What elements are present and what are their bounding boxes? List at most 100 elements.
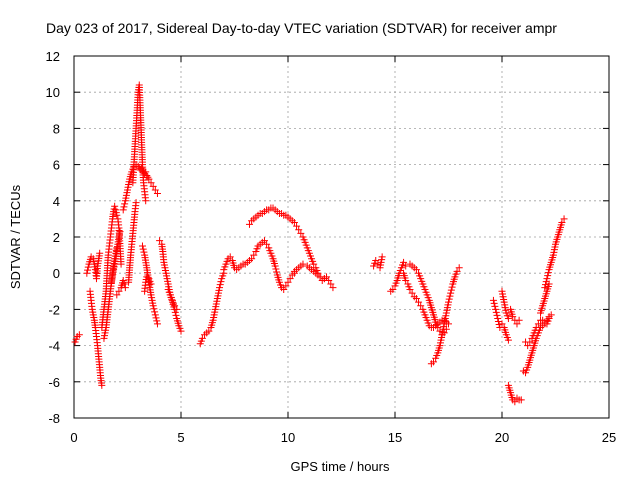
data-point xyxy=(98,381,106,389)
data-point xyxy=(494,314,502,322)
data-point xyxy=(534,320,542,328)
y-tick-label: 12 xyxy=(46,49,60,64)
data-point xyxy=(545,314,553,322)
data-point xyxy=(113,291,121,299)
data-point xyxy=(284,278,292,286)
data-point xyxy=(412,266,420,274)
y-tick-label: -2 xyxy=(48,302,60,317)
data-point xyxy=(156,237,164,245)
data-point xyxy=(325,276,333,284)
data-point xyxy=(151,311,159,319)
data-point xyxy=(490,299,498,307)
data-point xyxy=(511,398,519,406)
data-point xyxy=(149,182,157,190)
y-tick-label: -8 xyxy=(48,411,60,426)
data-point xyxy=(448,283,456,291)
data-point xyxy=(290,219,298,227)
y-axis: -8 -6 -4 -2 0 2 4 6 8 10 12 xyxy=(46,49,609,426)
data-point xyxy=(445,295,453,303)
data-point xyxy=(111,202,119,210)
data-point xyxy=(532,324,540,331)
data-point xyxy=(143,171,151,179)
data-point xyxy=(447,289,455,297)
y-axis-label: SDTVAR / TECUs xyxy=(8,184,23,289)
data-point xyxy=(492,308,500,316)
data-point xyxy=(263,240,271,248)
data-point xyxy=(205,327,213,335)
data-point xyxy=(504,314,512,322)
data-point xyxy=(447,286,455,294)
data-point xyxy=(134,162,142,170)
data-point xyxy=(453,267,461,275)
data-point xyxy=(286,275,294,283)
data-point xyxy=(149,302,157,310)
x-axis-label: GPS time / hours xyxy=(291,459,390,474)
data-point xyxy=(493,311,501,319)
data-point xyxy=(177,327,185,335)
data-point xyxy=(245,220,253,228)
data-point xyxy=(417,302,425,310)
data-point xyxy=(139,245,147,253)
data-point xyxy=(434,324,442,331)
data-point xyxy=(543,275,551,283)
data-point xyxy=(406,285,414,293)
data-point xyxy=(216,281,224,289)
data-point xyxy=(524,342,532,350)
data-point xyxy=(132,199,140,207)
data-point xyxy=(137,164,145,172)
data-point xyxy=(145,175,153,183)
data-point xyxy=(83,269,91,277)
data-point xyxy=(445,298,452,306)
data-point xyxy=(378,253,386,261)
data-point xyxy=(293,222,301,230)
data-point xyxy=(260,237,268,245)
y-tick-label: 2 xyxy=(53,230,60,245)
data-point xyxy=(280,285,288,293)
data-point xyxy=(138,242,146,250)
data-point xyxy=(172,311,180,319)
data-point xyxy=(142,197,150,205)
data-point xyxy=(402,276,410,284)
data-point xyxy=(297,229,305,237)
data-point xyxy=(171,302,179,310)
data-point xyxy=(491,302,499,310)
y-tick-label: -6 xyxy=(48,375,60,390)
y-tick-label: -4 xyxy=(48,339,60,354)
data-point xyxy=(515,316,523,324)
data-point xyxy=(121,284,129,292)
data-point xyxy=(151,308,159,316)
y-tick-label: 10 xyxy=(46,85,60,100)
data-point xyxy=(216,284,224,292)
data-point xyxy=(272,265,280,273)
data-point xyxy=(153,190,161,198)
data-point xyxy=(151,186,159,194)
data-point xyxy=(494,317,502,325)
data-point xyxy=(498,320,506,328)
y-tick-label: 8 xyxy=(53,121,60,136)
data-point xyxy=(558,219,566,227)
data-point xyxy=(147,179,155,187)
data-point xyxy=(84,266,92,274)
data-point xyxy=(299,260,307,268)
data-point xyxy=(560,215,568,223)
data-point xyxy=(117,260,125,268)
data-point xyxy=(455,264,463,272)
data-point xyxy=(226,253,234,261)
grid-lines xyxy=(74,56,609,418)
data-point xyxy=(75,331,83,339)
data-point xyxy=(271,262,279,270)
data-point xyxy=(316,273,324,281)
data-point xyxy=(544,269,552,277)
data-point xyxy=(544,272,552,280)
data-point xyxy=(517,396,525,404)
data-point xyxy=(541,284,549,292)
data-point xyxy=(96,249,104,257)
data-point xyxy=(273,268,281,276)
y-tick-label: 6 xyxy=(53,158,60,173)
data-point xyxy=(115,287,123,295)
data-points xyxy=(71,81,568,406)
data-point xyxy=(140,248,148,256)
x-tick-label: 25 xyxy=(602,430,616,445)
data-point xyxy=(171,308,179,316)
